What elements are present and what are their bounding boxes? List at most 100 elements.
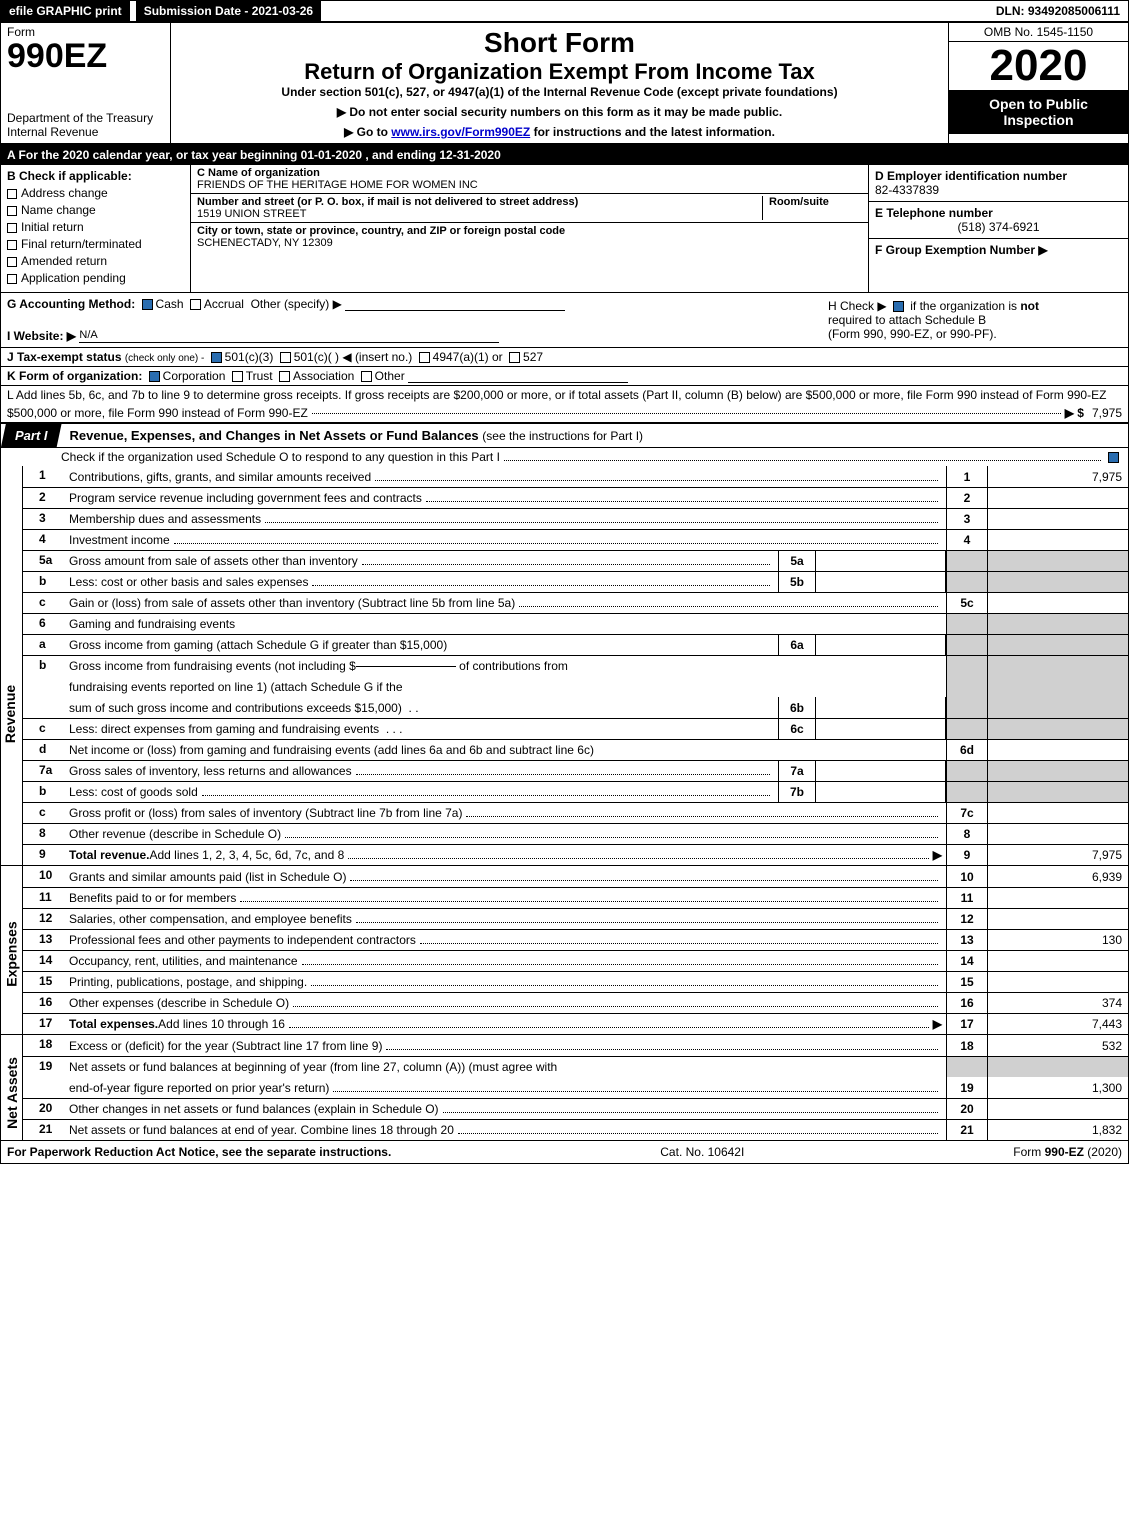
line-7a-desc: Gross sales of inventory, less returns a… [69,764,352,778]
form-990ez: efile GRAPHIC print Submission Date - 20… [0,0,1129,1164]
chk-527[interactable] [509,352,520,363]
line-9-amt: 7,975 [988,845,1128,865]
h-text1: H Check ▶ [828,299,887,313]
chk-application-pending[interactable] [7,274,17,284]
line-6d-num: d [23,740,65,760]
line-17-num: 17 [23,1014,65,1034]
line-19-desc2: end-of-year figure reported on prior yea… [69,1081,329,1095]
lbl-527: 527 [523,350,543,364]
chk-schedule-b-not-required[interactable] [893,301,904,312]
line-19-1: 19 Net assets or fund balances at beginn… [23,1056,1128,1077]
line-16-num: 16 [23,993,65,1013]
other-org-input[interactable] [408,369,628,383]
chk-initial-return[interactable] [7,223,17,233]
line-20-amt [988,1099,1128,1119]
chk-other-org[interactable] [361,371,372,382]
line-5b-sn: 5b [778,572,816,592]
line-21-rn: 21 [946,1120,988,1140]
line-8-amt [988,824,1128,844]
line-16: 16 Other expenses (describe in Schedule … [23,992,1128,1013]
efile-print-button[interactable]: efile GRAPHIC print [1,1,130,21]
website-value: N/A [79,329,499,343]
line-9-rn: 9 [946,845,988,865]
line-14-num: 14 [23,951,65,971]
other-method-input[interactable] [345,297,565,311]
form-number: 990EZ [7,39,164,73]
line-6c: c Less: direct expenses from gaming and … [23,718,1128,739]
chk-501c[interactable] [280,352,291,363]
line-14: 14 Occupancy, rent, utilities, and maint… [23,950,1128,971]
chk-4947[interactable] [419,352,430,363]
line-7a-num: 7a [23,761,65,781]
irs-form-link[interactable]: www.irs.gov/Form990EZ [391,125,530,139]
line-19-num: 19 [23,1057,65,1077]
line-9-desc2: Add lines 1, 2, 3, 4, 5c, 6d, 7c, and 8 [149,848,344,862]
entity-center: C Name of organization FRIENDS OF THE HE… [191,165,868,292]
line-5c-amt [988,593,1128,613]
line-5a: 5a Gross amount from sale of assets othe… [23,550,1128,571]
check-if-applicable: B Check if applicable: Address change Na… [1,165,191,292]
line-6a-sn: 6a [778,635,816,655]
chk-501c3[interactable] [211,352,222,363]
line-6c-rn [946,719,988,739]
line-6b-desc-pre: Gross income from fundraising events (no… [69,659,356,673]
line-2-amt [988,488,1128,508]
line-13-rn: 13 [946,930,988,950]
line-5a-amt [988,551,1128,571]
line-14-desc: Occupancy, rent, utilities, and maintena… [69,954,298,968]
line-10-num: 10 [23,866,65,887]
chk-cash[interactable] [142,299,153,310]
chk-schedule-o[interactable] [1108,452,1119,463]
chk-final-return[interactable] [7,240,17,250]
line-13-num: 13 [23,930,65,950]
line-21-desc: Net assets or fund balances at end of ye… [69,1123,454,1137]
chk-name-change[interactable] [7,206,17,216]
header-left: Form 990EZ Department of the Treasury In… [1,23,171,143]
line-18-rn: 18 [946,1035,988,1056]
line-6a-rn [946,635,988,655]
line-16-desc: Other expenses (describe in Schedule O) [69,996,289,1010]
check-b-title: B Check if applicable: [7,169,132,183]
line-15-amt [988,972,1128,992]
chk-amended-return[interactable] [7,257,17,267]
line-6b-contrib-input[interactable] [356,666,456,667]
line-6c-samt [816,719,946,739]
line-8: 8 Other revenue (describe in Schedule O)… [23,823,1128,844]
line-7c-rn: 7c [946,803,988,823]
k-label: K Form of organization: [7,369,142,383]
revenue-side-wrap: Revenue [1,466,23,865]
submission-date-badge: Submission Date - 2021-03-26 [136,1,321,21]
g-label: G Accounting Method: [7,297,135,311]
line-5b-samt [816,572,946,592]
chk-accrual[interactable] [190,299,201,310]
lbl-final-return: Final return/terminated [21,237,142,251]
line-16-rn: 16 [946,993,988,1013]
chk-corporation[interactable] [149,371,160,382]
h-not: not [1020,299,1039,313]
line-5c: c Gain or (loss) from sale of assets oth… [23,592,1128,613]
chk-address-change[interactable] [7,189,17,199]
line-15: 15 Printing, publications, postage, and … [23,971,1128,992]
c-name-label: C Name of organization [197,167,862,179]
line-5b-rn [946,572,988,592]
line-7c-amt [988,803,1128,823]
line-1-num: 1 [23,466,65,487]
line-5b-desc: Less: cost or other basis and sales expe… [69,575,308,589]
lbl-application-pending: Application pending [21,271,126,285]
lbl-name-change: Name change [21,203,96,217]
line-18-amt: 532 [988,1035,1128,1056]
line-6b-3: sum of such gross income and contributio… [23,697,1128,718]
chk-association[interactable] [279,371,290,382]
e-phone-value: (518) 374-6921 [875,220,1122,234]
goto-suffix: for instructions and the latest informat… [530,125,775,139]
line-4-desc: Investment income [69,533,170,547]
chk-trust[interactable] [232,371,243,382]
line-6: 6 Gaming and fundraising events [23,613,1128,634]
line-6b-desc3: sum of such gross income and contributio… [69,701,402,715]
footer-right: Form 990-EZ (2020) [1013,1145,1122,1159]
l-amount: 7,975 [1084,406,1122,420]
row-g-h: G Accounting Method: Cash Accrual Other … [1,293,1128,347]
lbl-association: Association [293,369,354,383]
line-6a-num: a [23,635,65,655]
line-5c-desc: Gain or (loss) from sale of assets other… [69,596,515,610]
